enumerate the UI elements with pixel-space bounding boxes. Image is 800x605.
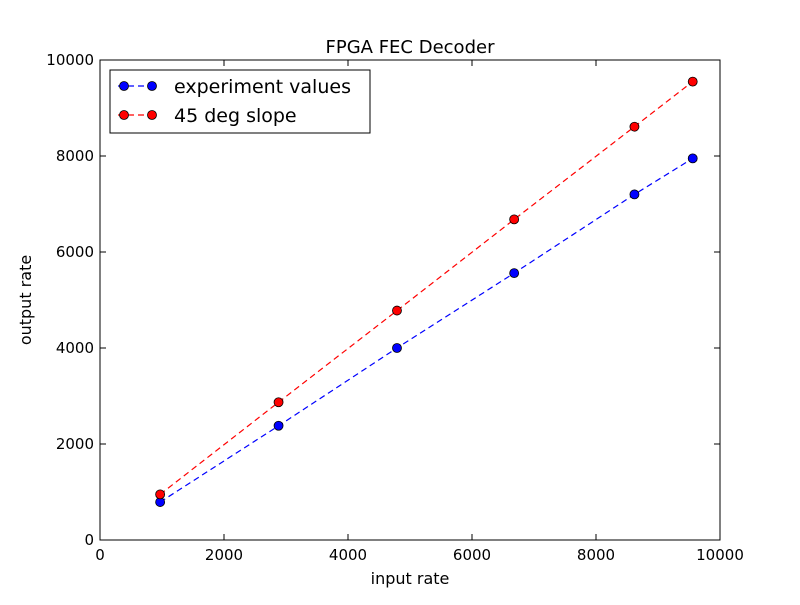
data-point-series-1 <box>509 214 520 225</box>
y-tick-label: 10000 <box>46 51 94 69</box>
data-point-series-0 <box>273 420 284 431</box>
legend-label-0: experiment values <box>174 76 351 98</box>
data-point-series-1 <box>687 76 698 87</box>
data-point-series-0 <box>392 343 402 353</box>
x-tick-label: 2000 <box>205 546 243 564</box>
legend-marker-1 <box>119 110 129 120</box>
data-point-series-1 <box>629 121 640 132</box>
plot-area <box>155 76 698 507</box>
plot-frame <box>99 59 721 541</box>
chart-title: FPGA FEC Decoder <box>326 37 496 58</box>
data-point-series-0 <box>629 189 640 200</box>
legend-marker-1 <box>147 110 157 120</box>
x-tick-label: 0 <box>95 546 105 564</box>
series-line-1 <box>159 81 694 495</box>
x-tick-label: 4000 <box>329 546 367 564</box>
y-tick-label: 8000 <box>56 147 94 165</box>
x-tick-label: 8000 <box>577 546 615 564</box>
legend: experiment values 45 deg slope <box>109 69 371 134</box>
data-point-series-1 <box>273 397 284 408</box>
y-tick-label: 4000 <box>56 339 94 357</box>
x-tick-label: 10000 <box>696 546 744 564</box>
legend-marker-0 <box>147 81 157 91</box>
data-point-series-1 <box>155 489 166 500</box>
x-tick-label: 6000 <box>453 546 491 564</box>
legend-label-1: 45 deg slope <box>174 105 297 127</box>
y-tick-label: 0 <box>84 531 94 549</box>
y-tick-label: 2000 <box>56 435 94 453</box>
data-point-series-0 <box>509 268 520 279</box>
axis-ticks: 0 2000 4000 6000 8000 10000 0 2000 4000 6000 8000 1… <box>46 51 744 564</box>
series-line-0 <box>159 157 694 503</box>
y-tick-label: 6000 <box>56 243 94 261</box>
legend-box <box>109 69 371 134</box>
data-point-series-0 <box>687 153 698 164</box>
x-axis-label: input rate <box>371 569 450 588</box>
y-axis-label: output rate <box>16 255 35 345</box>
data-point-series-1 <box>392 305 402 316</box>
legend-marker-0 <box>119 81 129 91</box>
